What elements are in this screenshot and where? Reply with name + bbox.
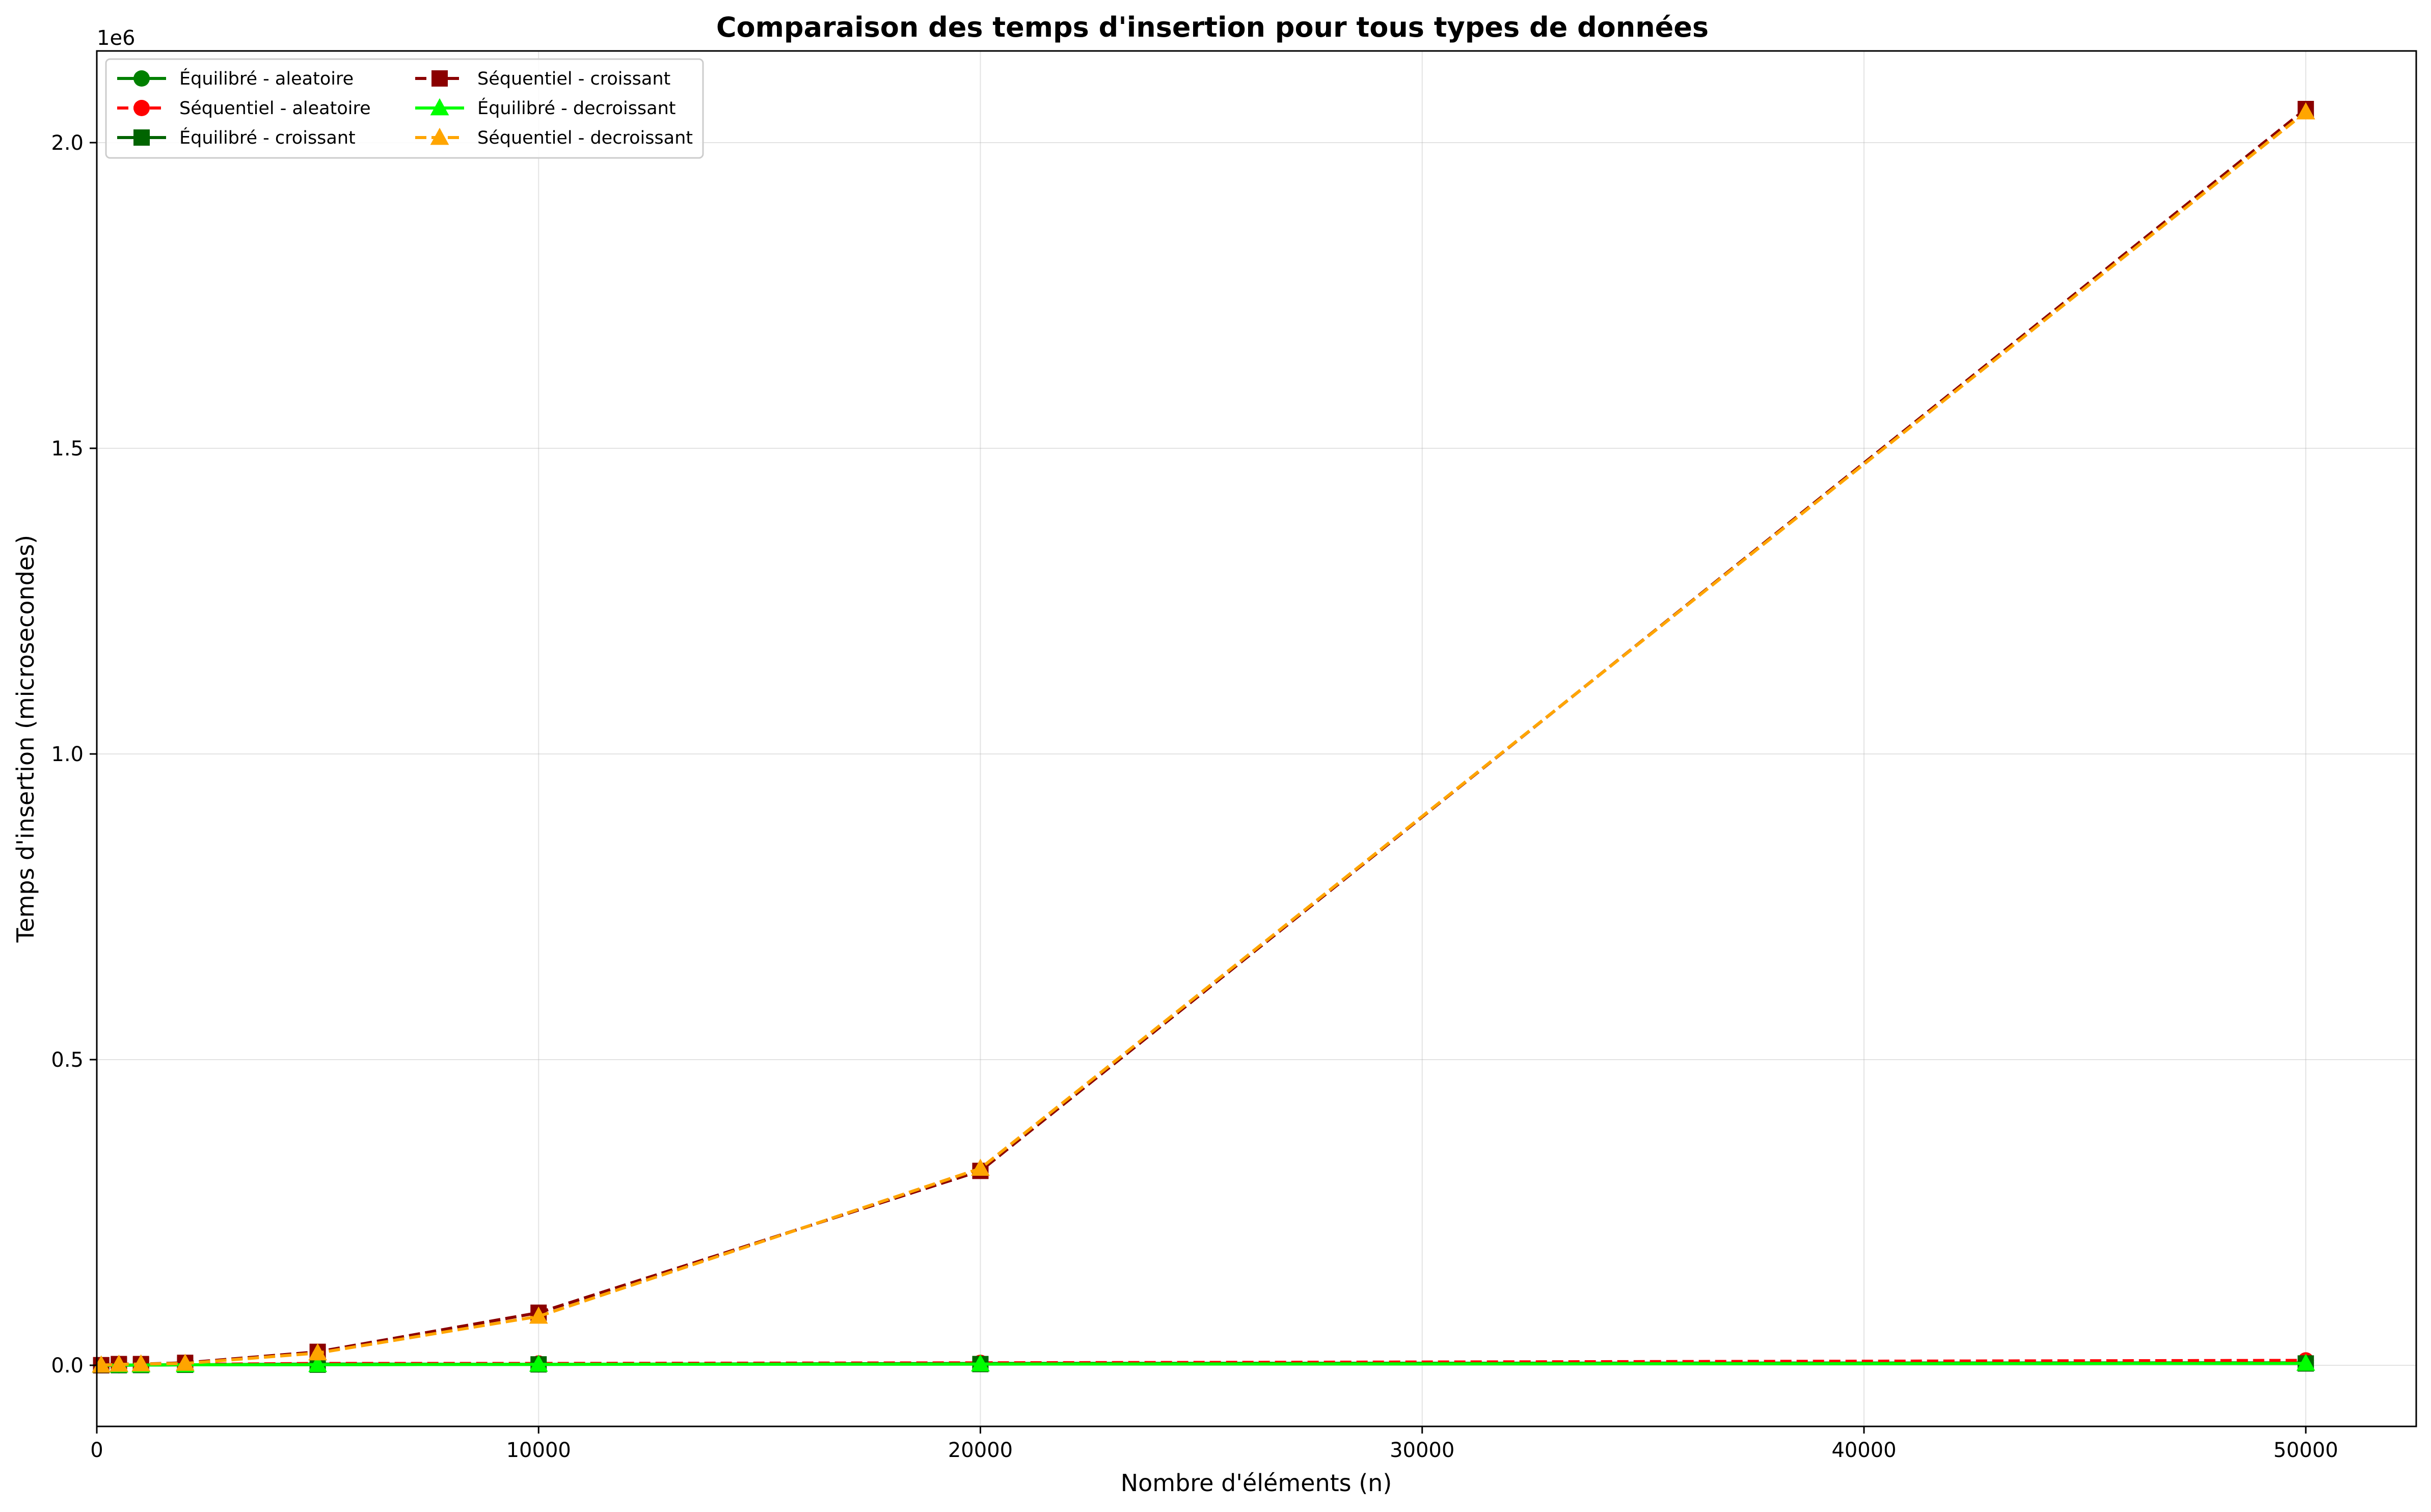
ticks: 0 10000 20000 30000 40000 50000 0.0 0.5 1.0 1.5 2.…: [51, 131, 2338, 1462]
legend-marker: [133, 129, 150, 146]
series-point: [971, 1158, 990, 1176]
chart-title: Comparaison des temps d'insertion pour t…: [716, 11, 1709, 43]
y-tick-label: 0.5: [51, 1048, 84, 1072]
series-point: [109, 1355, 128, 1372]
series-point: [308, 1343, 328, 1361]
series-5: [92, 102, 2315, 1373]
legend-item: Séquentiel - croissant: [415, 69, 670, 89]
legend-label: Séquentiel - decroissant: [477, 128, 693, 148]
legend: Équilibré - aleatoire Séquentiel - aleato…: [105, 58, 704, 159]
legend-marker: [133, 70, 150, 87]
y-axis-label: Temps d'insertion (microsecondes): [12, 535, 39, 943]
series-point: [176, 1354, 195, 1371]
legend-marker: [430, 98, 449, 116]
x-tick-label: 40000: [1831, 1439, 1896, 1462]
series-point: [529, 1306, 548, 1324]
legend-label: Équilibré - decroissant: [477, 97, 676, 119]
y-tick-label: 0.0: [51, 1354, 84, 1378]
y-tick-label: 2.0: [51, 131, 84, 155]
x-tick-label: 0: [90, 1439, 103, 1462]
legend-box: [105, 58, 704, 159]
x-axis-label: Nombre d'éléments (n): [1121, 1469, 1392, 1497]
series-point: [529, 1355, 548, 1372]
series-point: [308, 1355, 328, 1372]
legend-label: Séquentiel - aleatoire: [179, 98, 371, 119]
legend-marker: [431, 70, 448, 87]
x-tick-label: 30000: [1390, 1439, 1454, 1462]
series-point: [971, 1354, 990, 1371]
legend-item: Équilibré - aleatoire: [117, 68, 354, 89]
legend-item: Séquentiel - aleatoire: [117, 98, 371, 119]
y-offset-label: 1e6: [97, 26, 136, 50]
series-point: [2296, 102, 2315, 120]
x-tick-label: 10000: [506, 1439, 571, 1462]
y-tick-label: 1.0: [51, 743, 84, 766]
series-point: [131, 1354, 151, 1371]
legend-label: Séquentiel - croissant: [477, 69, 670, 89]
legend-item: Séquentiel - decroissant: [415, 127, 693, 148]
plot-frame: [96, 50, 2417, 1427]
legend-marker: [133, 100, 150, 116]
series-line: [101, 1362, 2306, 1367]
legend-item: Équilibré - decroissant: [415, 97, 676, 119]
y-tick-label: 1.5: [51, 437, 84, 461]
x-tick-label: 50000: [2274, 1439, 2338, 1462]
series-point: [2296, 1354, 2315, 1371]
legend-label: Équilibré - croissant: [179, 127, 356, 148]
x-tick-label: 20000: [948, 1439, 1013, 1462]
legend-item: Équilibré - croissant: [117, 127, 356, 148]
legend-label: Équilibré - aleatoire: [179, 68, 354, 89]
legend-marker: [430, 127, 449, 145]
